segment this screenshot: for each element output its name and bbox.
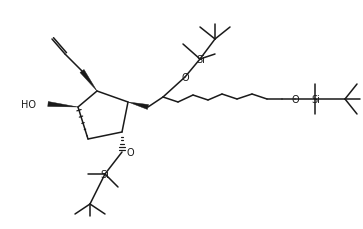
Polygon shape bbox=[80, 70, 97, 92]
Text: O: O bbox=[181, 73, 189, 83]
Text: HO: HO bbox=[21, 100, 36, 109]
Text: Si: Si bbox=[311, 95, 321, 105]
Polygon shape bbox=[128, 103, 148, 110]
Text: Si: Si bbox=[101, 169, 109, 179]
Text: Si: Si bbox=[196, 55, 205, 65]
Text: O: O bbox=[126, 147, 134, 157]
Text: O: O bbox=[291, 95, 299, 105]
Polygon shape bbox=[48, 102, 78, 108]
